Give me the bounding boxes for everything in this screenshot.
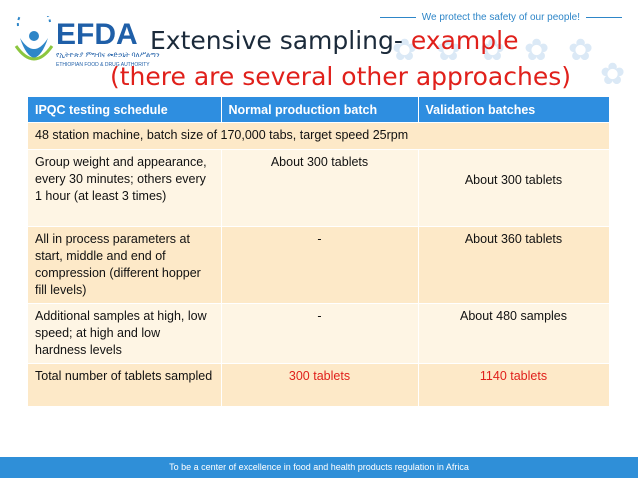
footer-bar: To be a center of excellence in food and… (0, 457, 638, 478)
watermark-figure-icon: ✿ (524, 34, 550, 67)
watermark-figure-icon: ✿ (600, 58, 626, 91)
intro-cell: 48 station machine, batch size of 170,00… (28, 122, 610, 150)
table-row: Total number of tablets sampled 300 tabl… (28, 363, 610, 406)
header-validation-batches: Validation batches (418, 97, 610, 123)
slide-subtitle: (there are several other approaches) (110, 62, 571, 91)
efda-logo: EFDA የኢትዮጵያ ምግብና መድኃኒት ባለሥልጣን ETHIOPIAN … (12, 16, 159, 76)
header-schedule: IPQC testing schedule (28, 97, 222, 123)
table-intro-row: 48 station machine, batch size of 170,00… (28, 122, 610, 150)
validation-cell: About 300 tablets (418, 149, 610, 227)
watermark-figure-icon: ✿ (392, 34, 418, 67)
slide-title-main: Extensive sampling- (150, 26, 411, 55)
logo-english-text: ETHIOPIAN FOOD & DRUG AUTHORITY (56, 62, 150, 68)
watermark-figure-icon: ✿ (480, 34, 506, 67)
header-normal-batch: Normal production batch (221, 97, 419, 123)
table-header-row: IPQC testing schedule Normal production … (28, 97, 610, 123)
logo-wordmark: EFDA (56, 18, 138, 51)
normal-cell: About 300 tablets (221, 149, 419, 227)
table-row: Additional samples at high, low speed; a… (28, 303, 610, 364)
table-row: Group weight and appearance, every 30 mi… (28, 149, 610, 227)
watermark-figure-icon: ✿ (568, 34, 594, 67)
efda-emblem-icon (14, 16, 54, 61)
tagline-text: We protect the safety of our people! (421, 12, 580, 23)
slide-title-accent: example (410, 26, 519, 55)
tagline-rule-right (586, 17, 622, 18)
logo-amharic-text: የኢትዮጵያ ምግብና መድኃኒት ባለሥልጣን (56, 52, 160, 59)
normal-cell: 300 tablets (221, 363, 419, 406)
validation-cell: About 480 samples (418, 303, 610, 364)
validation-cell: About 360 tablets (418, 226, 610, 304)
schedule-cell: All in process parameters at start, midd… (28, 226, 222, 304)
normal-cell: - (221, 303, 419, 364)
tagline-rule-left (379, 17, 416, 18)
footer-text: To be a center of excellence in food and… (169, 462, 469, 472)
table-row: All in process parameters at start, midd… (28, 226, 610, 304)
tagline: We protect the safety of our people! (379, 12, 622, 23)
slide-title: Extensive sampling- example (150, 26, 518, 56)
schedule-cell: Total number of tablets sampled (28, 363, 222, 406)
ipqc-schedule-table: IPQC testing schedule Normal production … (28, 97, 610, 406)
validation-cell: 1140 tablets (418, 363, 610, 406)
normal-cell: - (221, 226, 419, 304)
schedule-cell: Additional samples at high, low speed; a… (28, 303, 222, 364)
schedule-cell: Group weight and appearance, every 30 mi… (28, 149, 222, 227)
watermark-figure-icon: ✿ (436, 34, 462, 67)
